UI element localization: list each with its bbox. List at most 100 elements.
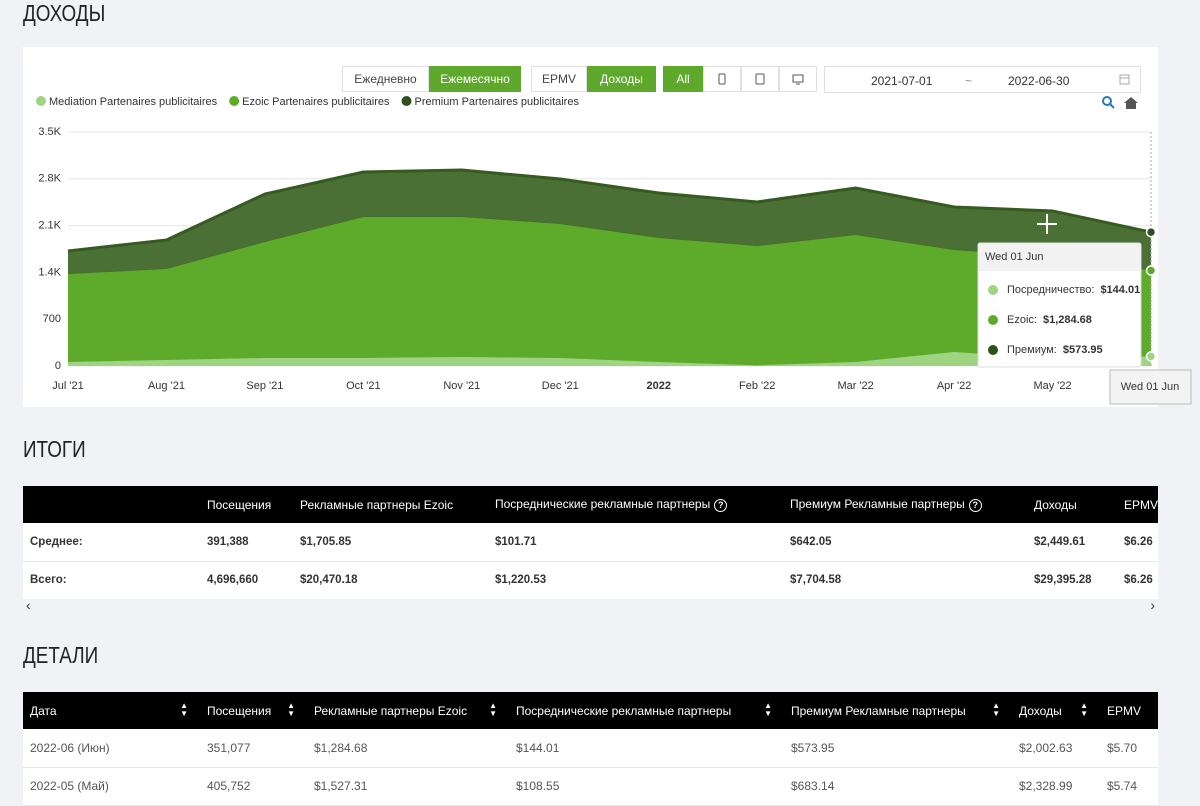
header-text: EPMV [1107,703,1142,718]
chart: 0 700 1.4K 2.1K 2.8K 3.5K Jul '21 Aug '21 Sep '2… [36,96,1192,405]
help-icon: ? [714,498,728,512]
x-tick-label: Apr '22 [937,380,972,392]
x-tick-label: Dec '21 [542,380,579,392]
details-title: ДЕТАЛИ [23,642,99,668]
tooltip-marker [988,345,998,355]
table-row: Всего: 4,696,660 $20,470.18 $1,220.53 $7,704… [23,561,1158,600]
x-tick-label: Feb '22 [739,380,775,392]
details-table: Дата ▲ ▼ Посещения ▲ ▼ Рекламные партнеры Ezoi… [23,692,1158,806]
header-cell: Посещения [200,486,293,523]
help-icon: ? [968,498,982,512]
date-separator: ~ [965,74,973,88]
hover-point [1145,265,1157,276]
header-text: EPMV [1124,497,1158,512]
tooltip: Wed 01 Jun Посредничество: $144.01 Ezoic: $1… [977,242,1142,368]
header-cell[interactable]: Дата ▲ ▼ [23,692,200,729]
cell: 2022-06 (Июн) [23,729,200,768]
sort-icon: ▲ ▼ [180,701,188,718]
header-text: Премиум Рекламные партнеры [791,703,966,718]
y-tick-label: 3.5K [38,126,61,138]
header-cell[interactable]: Доходы ▲ ▼ [1012,692,1100,729]
monthly-button[interactable]: Ежемесячно [429,66,521,92]
tooltip-value: $144.01 [1100,284,1140,296]
tablet-button[interactable] [741,66,779,92]
crosshair-label-box [1109,369,1192,405]
cell: $108.55 [509,767,784,806]
phone-button[interactable] [703,66,741,92]
tooltip-label: Ezoic: [1007,314,1037,326]
epmv-button[interactable]: EPMV [531,66,587,92]
header-text: Посреднические рекламные партнеры [516,703,732,718]
x-tick-label: 2022 [646,380,670,392]
legend-marker [229,96,240,106]
legend-label: Premium Partenaires publicitaires [415,96,580,108]
header-cell[interactable]: Премиум Рекламные партнеры ▲ ▼ [784,692,1012,729]
header-cell: Рекламные партнеры Ezoic [293,486,488,523]
hover-point [1145,351,1157,362]
tooltip-marker [988,315,998,325]
tooltip-title: Wed 01 Jun [985,251,1044,263]
header-text: Премиум Рекламные партнеры [790,497,965,512]
cell: $6.26 [1117,561,1158,600]
sort-icon: ▲ ▼ [764,701,772,718]
revenue-button[interactable]: Доходы [587,66,656,92]
legend-marker [36,96,46,106]
y-tick-label: 700 [43,313,61,325]
x-tick-label: Sep '21 [246,380,283,392]
cell: $29,395.28 [1027,561,1117,600]
cell: $101.71 [488,523,783,562]
tooltip-label: Премиум: [1007,344,1057,356]
header-cell[interactable]: Посреднические рекламные партнеры ▲ ▼ [509,692,784,729]
crosshair-label: Wed 01 Jun [1121,381,1180,393]
x-tick-label: Jul '21 [52,380,83,392]
header-cell: Посреднические рекламные партнеры? [488,486,783,523]
daily-button[interactable]: Ежедневно [342,66,429,92]
header-cell [23,486,200,523]
header-cell[interactable]: EPMV▲▼ [1100,692,1158,729]
cell: $144.01 [509,729,784,768]
all-devices-button[interactable]: All [663,66,703,92]
header-text: Посещения [207,703,272,718]
y-tick-label: 2.1K [38,220,61,232]
tooltip-value: $1,284.68 [1043,314,1092,326]
y-tick-label: 1.4K [38,266,61,278]
header-cell[interactable]: Посещения ▲ ▼ [200,692,307,729]
hover-point [1145,226,1157,238]
desktop-button[interactable] [779,66,817,92]
header-text: Рекламные партнеры Ezoic [300,497,454,512]
header-cell[interactable]: Рекламные партнеры Ezoic ▲ ▼ [307,692,509,729]
y-tick-label: 2.8K [38,173,61,185]
cell: Среднее: [23,523,200,562]
header-text: Доходы [1034,497,1077,512]
cell: $683.14 [784,767,1012,806]
header-cell: EPMV [1117,486,1158,523]
calendar-icon [1119,74,1130,85]
x-tick-label: Nov '21 [443,380,480,392]
scrollbar[interactable]: ‹ › [23,598,1158,613]
cell: $1,527.31 [307,767,509,806]
x-tick-label: Mar '22 [837,380,873,392]
cell: $5.70 [1100,729,1158,768]
table-row: Среднее: 391,388 $1,705.85 $101.71 $642.05 $2… [23,523,1158,562]
cell: 2022-05 (Май) [23,767,200,806]
cell: $5.74 [1100,767,1158,806]
cell: 4,696,660 [200,561,293,600]
tooltip-label: Посредничество: [1007,284,1094,296]
area [68,216,1151,366]
page: ДОХОДЫ 0 700 1.4K 2.1K 2.8K 3.5K Jul '21 Aug '2… [23,0,1192,806]
date-range[interactable]: 2021-07-01 ~ 2022-06-30 [824,66,1141,93]
zoom-controls[interactable] [1101,95,1141,111]
cell: $1,284.68 [307,729,509,768]
sort-icon: ▲ ▼ [287,701,295,718]
area [68,170,1151,275]
cell: $1,705.85 [293,523,488,562]
tooltip-value: $573.95 [1063,344,1103,356]
cell: $7,704.58 [783,561,1027,600]
header-text: Посреднические рекламные партнеры [495,497,711,512]
y-tick-label: 0 [55,360,61,372]
cell: $20,470.18 [293,561,488,600]
header-cell: Доходы [1027,486,1117,523]
cell: $573.95 [784,729,1012,768]
x-tick-label: May '22 [1033,380,1071,392]
page-title: ДОХОДЫ [23,0,106,26]
